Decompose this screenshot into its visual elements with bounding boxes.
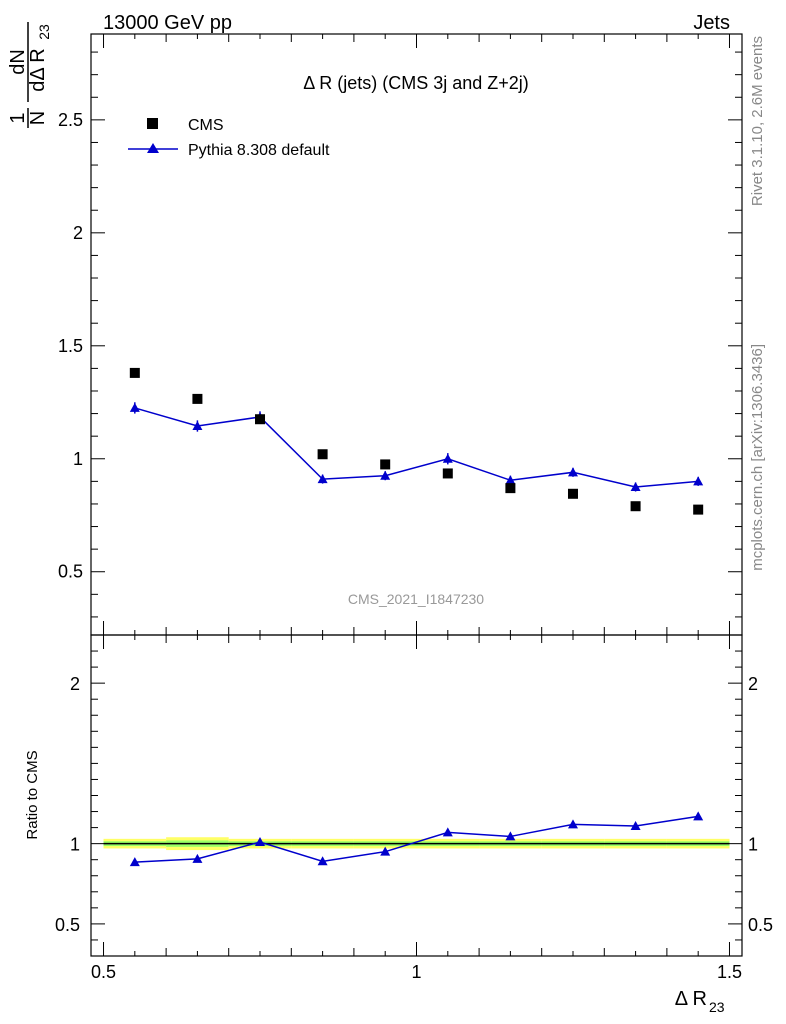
- ratio-plot-frame: [90, 634, 743, 957]
- cms-point: [442, 468, 453, 479]
- y-tick-label: 1.5: [58, 336, 83, 356]
- ratio-y-tick-label: 2: [70, 674, 80, 694]
- legend-cms-marker: [147, 118, 158, 129]
- pythia-point: [567, 467, 578, 477]
- axis-ticks: 0.5 1 1.5 0.5 1 1.5 2 2.5 0.5 0.5 1 1 2 2: [55, 34, 773, 982]
- ratio-point: [192, 853, 203, 863]
- y-tick-label: 2.5: [58, 110, 83, 130]
- watermark: CMS_2021_I1847230: [348, 591, 484, 607]
- xlabel-sub: 23: [709, 999, 725, 1015]
- header-left: 13000 GeV pp: [103, 12, 232, 34]
- y-axis-label-ratio: Ratio to CMS: [24, 750, 41, 839]
- ratio-point: [630, 820, 641, 830]
- data-series: [129, 367, 704, 867]
- ratio-point: [129, 857, 140, 867]
- ylabel-ddr: dΔ R: [27, 48, 49, 91]
- cms-point: [380, 459, 391, 470]
- cms-point: [567, 488, 578, 499]
- legend-pythia-label: Pythia 8.308 default: [188, 142, 330, 159]
- ylabel-sub: 23: [36, 24, 52, 40]
- pythia-point: [192, 421, 203, 431]
- mcplots-label: mcplots.cern.ch [arXiv:1306.3436]: [749, 344, 766, 571]
- cms-point: [255, 414, 266, 425]
- pythia-point: [317, 474, 328, 484]
- legend: CMS Pythia 8.308 default: [128, 117, 330, 159]
- ylabel-n: N: [27, 111, 49, 125]
- x-tick-label: 1.5: [717, 962, 742, 982]
- ratio-point: [693, 811, 704, 821]
- y-tick-label: 1: [73, 449, 83, 469]
- legend-cms-label: CMS: [188, 117, 224, 134]
- ratio-point: [567, 819, 578, 829]
- ratio-y-tick-label-right: 2: [748, 674, 758, 694]
- ratio-line: [134, 815, 699, 863]
- cms-point: [317, 449, 328, 460]
- cms-point: [192, 393, 203, 404]
- cms-point: [693, 504, 704, 515]
- chart-title: Δ R (jets) (CMS 3j and Z+2j): [303, 73, 529, 93]
- ylabel-dn: dN: [7, 49, 29, 75]
- pythia-point: [442, 453, 453, 463]
- ratio-y-tick-label-right: 0.5: [748, 915, 773, 935]
- pythia-line: [134, 407, 699, 488]
- cms-point: [505, 483, 516, 494]
- ratio-y-tick-label: 1: [70, 835, 80, 855]
- pythia-point: [129, 402, 140, 412]
- ylabel-one: 1: [7, 112, 29, 123]
- ratio-point: [255, 837, 266, 847]
- xlabel-main: Δ R: [675, 988, 707, 1010]
- x-tick-label: 0.5: [91, 962, 116, 982]
- ratio-y-tick-label-right: 1: [748, 835, 758, 855]
- cms-point: [129, 367, 140, 378]
- x-tick-label: 1: [411, 962, 421, 982]
- y-tick-label: 0.5: [58, 562, 83, 582]
- cms-point: [630, 501, 641, 512]
- ratio-band: [103, 837, 730, 851]
- pythia-point: [630, 482, 641, 492]
- ratio-y-tick-label: 0.5: [55, 915, 80, 935]
- pythia-point: [505, 475, 516, 485]
- y-axis-label-main: 1 N dN dΔ R 23: [7, 22, 52, 128]
- rivet-label: Rivet 3.1.10, 2.6M events: [749, 36, 766, 206]
- y-tick-label: 2: [73, 223, 83, 243]
- ratio-point: [380, 846, 391, 856]
- legend-pythia-marker: [147, 143, 159, 153]
- ratio-point: [317, 856, 328, 866]
- ratio-point: [505, 831, 516, 841]
- header-right: Jets: [693, 12, 730, 34]
- x-axis-label: Δ R 23: [675, 988, 725, 1015]
- pythia-point: [693, 476, 704, 486]
- ratio-point: [442, 827, 453, 837]
- pythia-point: [380, 470, 391, 480]
